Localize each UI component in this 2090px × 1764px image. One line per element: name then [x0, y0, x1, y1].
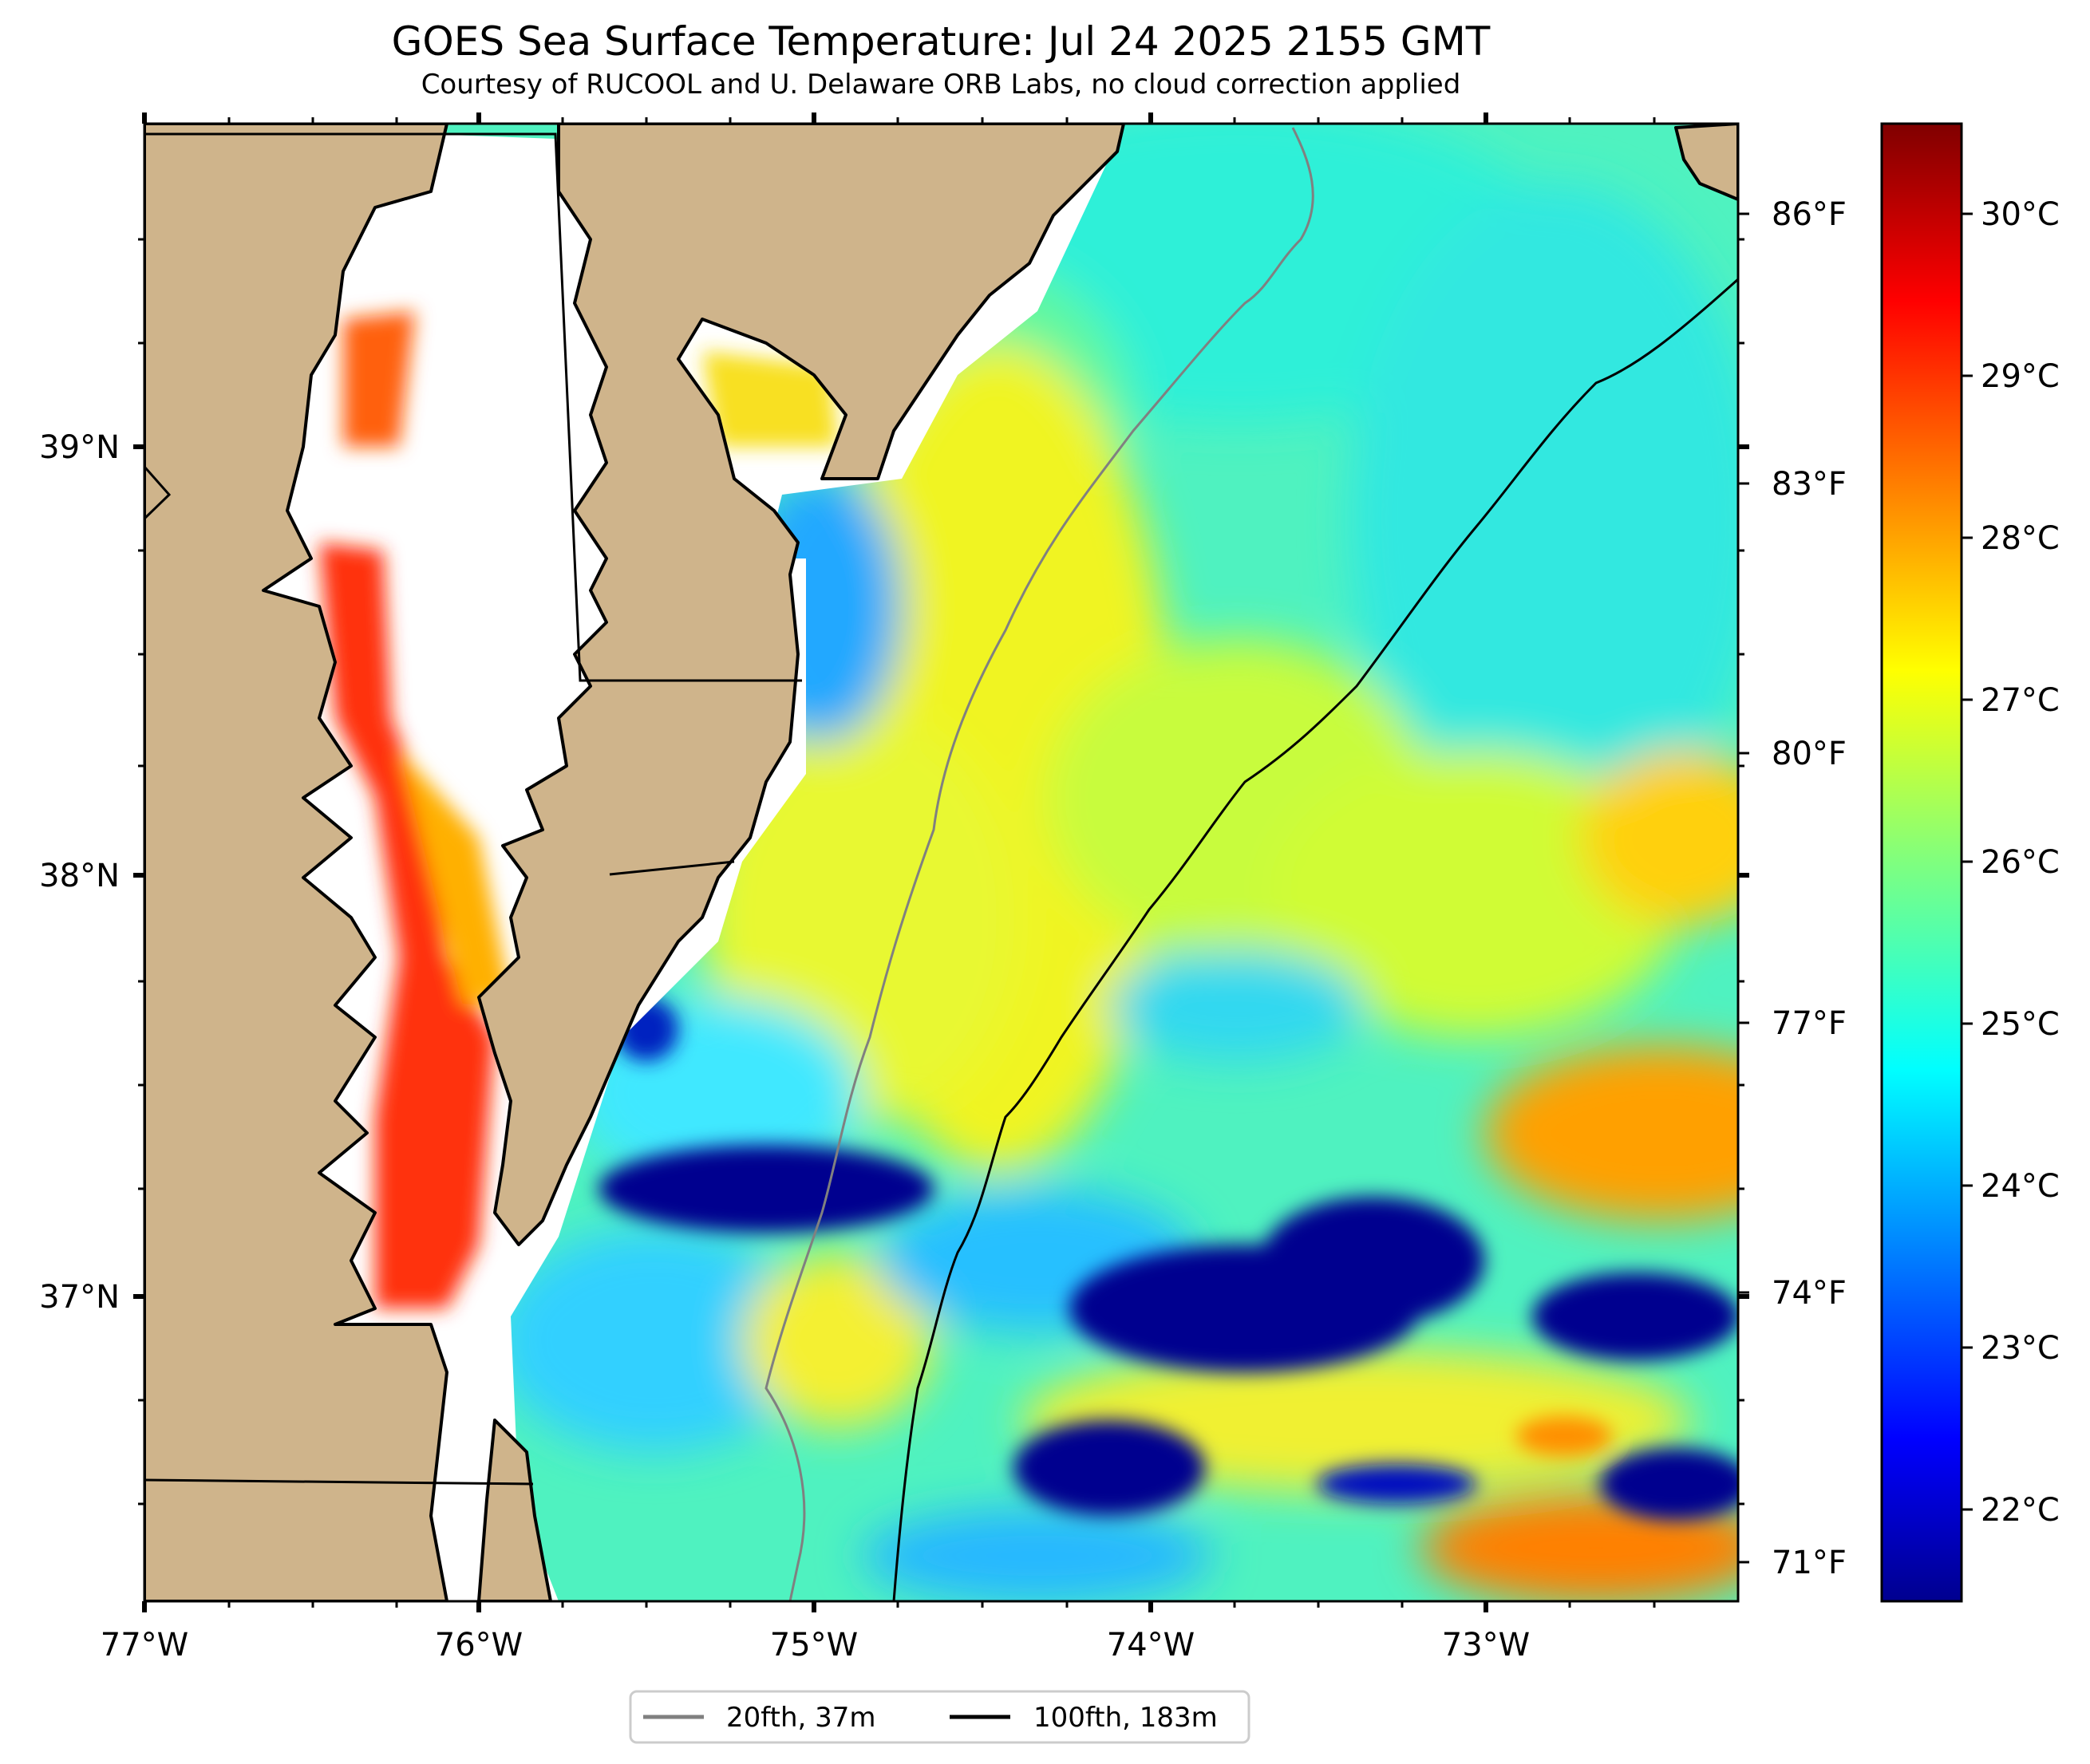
lon-tick-label: 76°W — [435, 1627, 523, 1663]
bay-warm-water — [319, 311, 838, 1308]
celsius-tick-label: 28°C — [1981, 520, 2060, 557]
landmass — [144, 124, 1738, 1601]
lat-major-ticks — [133, 444, 1749, 1299]
lat-minor-ticks — [138, 238, 1744, 1506]
celsius-tick-label: 27°C — [1981, 682, 2060, 719]
celsius-tick-label: 26°C — [1981, 844, 2060, 881]
fahrenheit-tick-label: 80°F — [1772, 736, 1847, 772]
legend-label-100fth: 100fth, 183m — [1033, 1702, 1218, 1734]
celsius-tick-label: 24°C — [1981, 1168, 2060, 1205]
legend: 20fth, 37m 100fth, 183m — [629, 1690, 1250, 1744]
fahrenheit-tick-label: 71°F — [1772, 1545, 1847, 1581]
lat-tick-label: 37°N — [39, 1279, 120, 1316]
fahrenheit-tick-label: 74°F — [1772, 1275, 1847, 1312]
sst-patches — [495, 124, 1738, 1601]
lon-major-ticks — [142, 112, 1488, 1612]
colorbar — [1880, 122, 1963, 1603]
state-borders — [144, 132, 802, 1486]
isobath-20fth — [764, 127, 1314, 1601]
lon-tick-label: 75°W — [770, 1627, 858, 1663]
lon-minor-ticks — [227, 117, 1656, 1608]
lon-tick-label: 73°W — [1442, 1627, 1530, 1663]
lon-tick-label: 77°W — [101, 1627, 188, 1663]
map-frame — [143, 122, 1740, 1603]
fahrenheit-tick-label: 83°F — [1772, 466, 1847, 503]
celsius-tick-label: 23°C — [1981, 1330, 2060, 1367]
celsius-tick-label: 22°C — [1981, 1492, 2060, 1529]
map-title: GOES Sea Surface Temperature: Jul 24 202… — [391, 18, 1491, 65]
fahrenheit-tick-label: 86°F — [1772, 196, 1847, 233]
legend-label-20fth: 20fth, 37m — [726, 1702, 876, 1734]
fahrenheit-tick-label: 77°F — [1772, 1005, 1847, 1042]
celsius-tick-label: 25°C — [1981, 1006, 2060, 1043]
map-subtitle: Courtesy of RUCOOL and U. Delaware ORB L… — [421, 69, 1461, 101]
lat-tick-label: 38°N — [39, 858, 120, 894]
celsius-tick-label: 29°C — [1981, 358, 2060, 395]
celsius-ticks — [1962, 212, 1973, 1511]
map-area — [144, 124, 1738, 1601]
cold-pools — [599, 997, 1738, 1520]
lat-tick-label: 39°N — [39, 429, 120, 466]
celsius-tick-label: 30°C — [1981, 196, 2060, 233]
lon-tick-label: 74°W — [1107, 1627, 1195, 1663]
fahrenheit-ticks — [1738, 212, 1749, 1564]
isobath-100fth — [892, 278, 1738, 1601]
